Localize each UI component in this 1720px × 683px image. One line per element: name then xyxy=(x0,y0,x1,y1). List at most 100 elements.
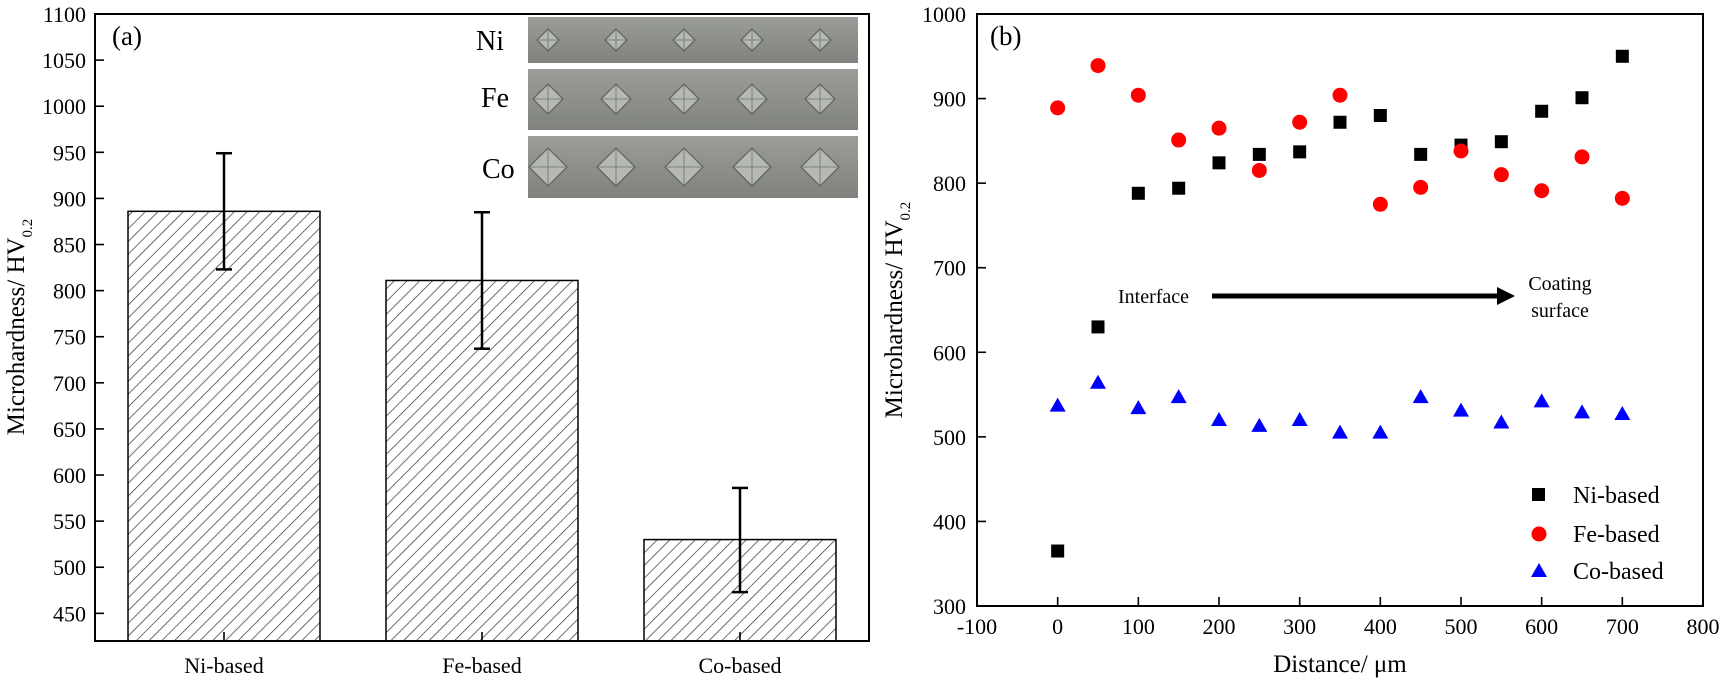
y-tick-label-a: 600 xyxy=(53,463,86,488)
x-axis-label-b: Distance/ μm xyxy=(1273,651,1407,678)
point-co-based xyxy=(1332,424,1348,439)
y-tick-label-b: 1000 xyxy=(922,2,966,27)
legend-marker-ni xyxy=(1532,488,1545,501)
x-tick-label-a: Fe-based xyxy=(442,653,521,678)
y-tick-label-a: 1050 xyxy=(42,48,86,73)
legend-label-ni: Ni-based xyxy=(1573,483,1660,509)
point-fe-based xyxy=(1534,183,1550,199)
point-fe-based xyxy=(1614,190,1630,206)
y-tick-label-a: 650 xyxy=(53,417,86,442)
x-tick-label-b: 400 xyxy=(1364,614,1397,639)
y-tick-label-b: 400 xyxy=(933,509,966,534)
x-tick-label-a: Co-based xyxy=(698,653,781,678)
point-fe-based xyxy=(1211,120,1227,136)
point-fe-based xyxy=(1574,149,1590,165)
point-co-based xyxy=(1453,402,1469,417)
y-tick-label-b: 600 xyxy=(933,340,966,365)
x-tick-label-b: 0 xyxy=(1052,614,1063,639)
point-co-based xyxy=(1533,393,1550,408)
scatter-chart-panel-b: 300 400 500 600 700 800 900 1000 -100 0 100 200 300… xyxy=(881,2,1720,678)
point-ni-based xyxy=(1575,91,1589,105)
inset-label-co: Co xyxy=(482,154,515,185)
point-co-based xyxy=(1049,397,1066,412)
plot-frame-a xyxy=(94,13,870,642)
micrograph-inset: Ni Fe Co xyxy=(476,17,858,198)
y-tick-label-a: 1000 xyxy=(42,94,86,119)
point-co-based xyxy=(1614,406,1631,421)
point-co-based xyxy=(1130,400,1147,415)
y-axis-label-b: Microhardness/ HV0.2 xyxy=(881,202,914,419)
x-tick-label-b: -100 xyxy=(957,614,997,639)
point-co-based xyxy=(1211,411,1227,426)
x-tick-label-b: 700 xyxy=(1606,614,1639,639)
y-tick-label-b: 300 xyxy=(933,594,966,619)
x-tick-label-b: 500 xyxy=(1445,614,1478,639)
bar-chart-panel-a: 450 500 550 600 650 700 750 800 850 900 950 1000 105… xyxy=(3,2,870,678)
x-tick-label-b: 600 xyxy=(1525,614,1558,639)
point-ni-based xyxy=(1333,115,1347,129)
point-ni-based xyxy=(1373,108,1387,122)
panel-label-a: (a) xyxy=(112,21,142,51)
y-axis-ticks-a: 450 500 550 600 650 700 750 800 850 900 950 1000 105… xyxy=(42,2,104,626)
plot-frame-b xyxy=(976,13,1704,607)
point-co-based xyxy=(1493,414,1510,429)
annotation-coating: Coating xyxy=(1528,273,1591,295)
legend-label-co: Co-based xyxy=(1573,559,1664,585)
y-tick-label-a: 950 xyxy=(53,140,86,165)
annotation-arrow-head xyxy=(1497,287,1515,305)
point-ni-based xyxy=(1172,181,1186,195)
inset-label-ni: Ni xyxy=(476,26,504,57)
point-ni-based xyxy=(1131,186,1145,200)
point-co-based xyxy=(1291,411,1308,426)
point-co-based xyxy=(1412,389,1429,404)
legend-label-fe: Fe-based xyxy=(1573,522,1660,548)
point-ni-based xyxy=(1091,320,1105,334)
point-fe-based xyxy=(1130,87,1146,103)
x-axis-ticks-b: -100 0 100 200 300 400 500 600 700 800 xyxy=(957,597,1720,639)
y-axis-ticks-b: 300 400 500 600 700 800 900 1000 xyxy=(922,2,986,619)
point-co-based xyxy=(1574,404,1590,419)
point-co-based xyxy=(1372,424,1389,439)
legend-marker-fe xyxy=(1531,526,1547,542)
x-tick-label-a: Ni-based xyxy=(184,653,263,678)
point-ni-based xyxy=(1293,145,1307,159)
point-fe-based xyxy=(1332,87,1348,103)
point-fe-based xyxy=(1090,58,1106,74)
y-tick-label-b: 800 xyxy=(933,171,966,196)
legend-marker-co xyxy=(1531,563,1547,577)
point-ni-based xyxy=(1212,156,1226,170)
bars-a xyxy=(127,210,837,642)
error-bars-a xyxy=(216,151,748,594)
point-ni-based xyxy=(1252,147,1266,161)
y-tick-label-a: 750 xyxy=(53,325,86,350)
point-ni-based xyxy=(1051,544,1065,558)
y-tick-label-a: 800 xyxy=(53,279,86,304)
y-axis-label-a: Microhardness/ HV0.2 xyxy=(3,219,36,436)
y-tick-label-b: 900 xyxy=(933,87,966,112)
indentation-marks xyxy=(528,28,840,187)
y-tick-label-a: 850 xyxy=(53,233,86,258)
y-tick-label-a: 700 xyxy=(53,371,86,396)
point-fe-based xyxy=(1372,196,1388,212)
point-fe-based xyxy=(1493,167,1509,183)
panel-label-b: (b) xyxy=(990,21,1021,51)
y-tick-label-a: 550 xyxy=(53,509,86,534)
y-tick-label-a: 900 xyxy=(53,186,86,211)
annotation-surface: surface xyxy=(1531,300,1589,322)
point-ni-based xyxy=(1414,147,1428,161)
y-tick-label-a: 500 xyxy=(53,555,86,580)
x-tick-label-b: 800 xyxy=(1687,614,1720,639)
legend: Ni-based Fe-based Co-based xyxy=(1531,483,1664,585)
point-co-based xyxy=(1170,389,1187,404)
x-tick-label-b: 200 xyxy=(1203,614,1236,639)
point-ni-based xyxy=(1615,49,1629,63)
y-tick-label-b: 500 xyxy=(933,425,966,450)
point-fe-based xyxy=(1453,143,1469,159)
inset-label-fe: Fe xyxy=(481,83,509,114)
interface-to-surface-annotation: Interface Coating surface xyxy=(1118,273,1592,322)
x-axis-ticks-a: Ni-based Fe-based Co-based xyxy=(184,632,782,678)
y-tick-label-b: 700 xyxy=(933,256,966,281)
point-fe-based xyxy=(1171,132,1187,148)
x-tick-label-b: 100 xyxy=(1122,614,1155,639)
point-co-based xyxy=(1090,374,1106,389)
